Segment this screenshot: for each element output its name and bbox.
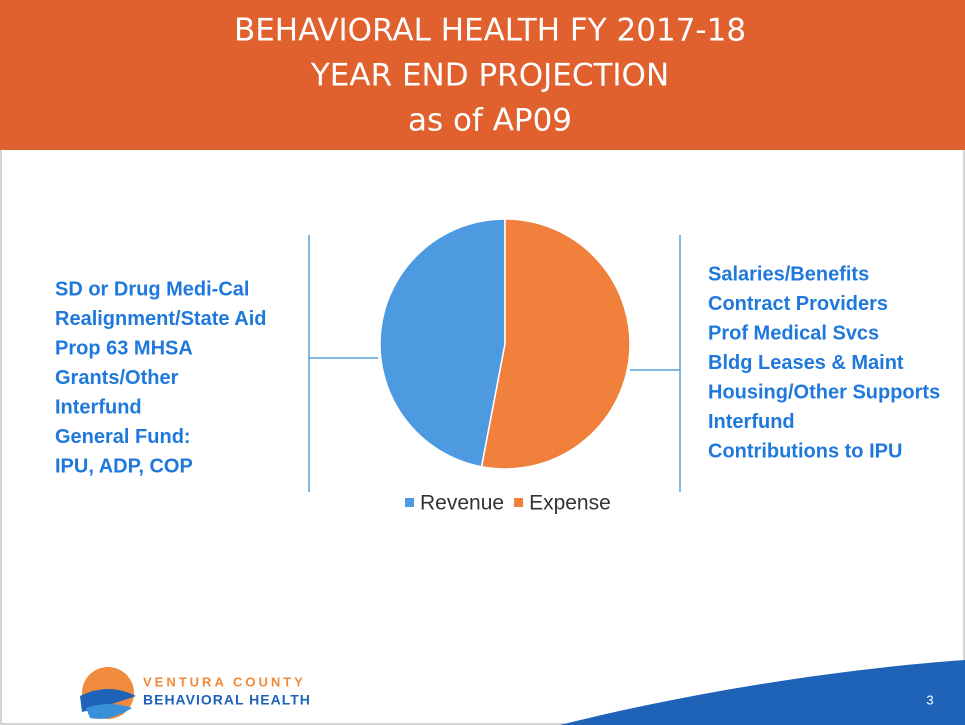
right-list-item: Salaries/Benefits: [708, 263, 869, 285]
logo-text: VENTURA COUNTY: [143, 674, 306, 689]
pie-slice: [480, 218, 631, 470]
slide-title: BEHAVIORAL HEALTH FY 2017-18: [234, 13, 746, 49]
right-list-item: Bldg Leases & Maint: [708, 352, 904, 374]
legend-label: Expense: [529, 492, 611, 515]
legend-label: Revenue: [420, 492, 504, 515]
left-list-item: SD or Drug Medi-Cal: [55, 278, 249, 300]
legend-swatch: [405, 498, 414, 507]
header-band: [0, 0, 965, 150]
left-list-item: General Fund:: [55, 426, 191, 448]
left-list-item: IPU, ADP, COP: [55, 455, 193, 477]
right-list-item: Housing/Other Supports: [708, 381, 940, 403]
right-list-item: Contributions to IPU: [708, 440, 902, 462]
page-number: 3: [926, 692, 933, 707]
footer-swoosh: [560, 660, 965, 725]
right-list-item: Prof Medical Svcs: [708, 322, 879, 344]
slide-title: as of AP09: [408, 103, 572, 139]
legend-swatch: [514, 498, 524, 507]
right-list-item: Interfund: [708, 411, 795, 433]
logo-text: BEHAVIORAL HEALTH: [143, 692, 311, 708]
logo-mark: [80, 667, 136, 719]
pie-slice: [379, 218, 506, 468]
left-list-item: Realignment/State Aid: [55, 308, 267, 330]
left-list-item: Grants/Other: [55, 367, 179, 389]
left-list-item: Prop 63 MHSA: [55, 337, 193, 359]
left-list-item: Interfund: [55, 396, 142, 418]
right-list-item: Contract Providers: [708, 293, 888, 315]
slide-title: YEAR END PROJECTION: [310, 58, 669, 94]
